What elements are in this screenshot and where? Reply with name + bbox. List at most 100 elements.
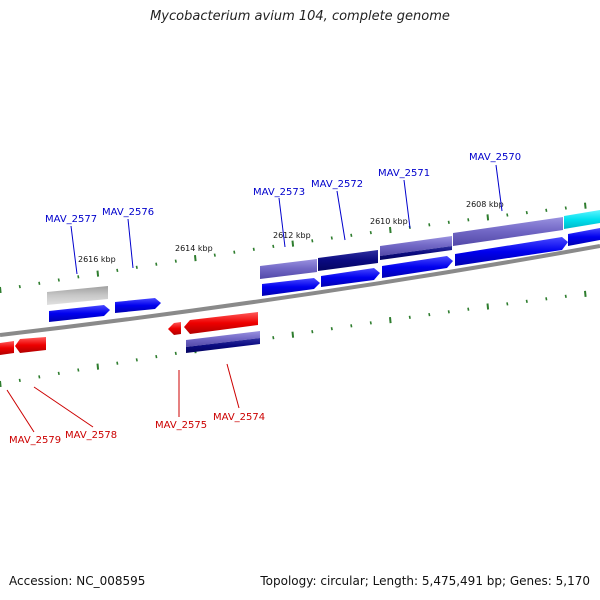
minor-tick bbox=[233, 250, 236, 254]
leader-line bbox=[127, 218, 134, 269]
gene-arrow-forward[interactable] bbox=[382, 256, 453, 278]
major-tick bbox=[486, 214, 490, 221]
minor-tick bbox=[135, 265, 138, 269]
minor-tick bbox=[564, 206, 567, 210]
minor-tick bbox=[38, 375, 41, 379]
gene-label-mav-2570[interactable]: MAV_2570 bbox=[469, 152, 521, 163]
gene-label-mav-2578[interactable]: MAV_2578 bbox=[65, 430, 117, 441]
genome-backbone bbox=[0, 244, 600, 337]
major-tick bbox=[96, 270, 100, 277]
minor-tick bbox=[467, 307, 470, 311]
gene-labels: MAV_2570 MAV_2571 MAV_2572 MAV_2573 MAV_… bbox=[9, 152, 521, 446]
leader-line bbox=[278, 197, 286, 248]
major-tick bbox=[486, 303, 490, 310]
minor-tick bbox=[428, 312, 431, 317]
gene-arrow-forward[interactable] bbox=[49, 305, 110, 322]
minor-tick bbox=[467, 218, 470, 222]
minor-tick bbox=[311, 330, 314, 334]
minor-tick bbox=[272, 244, 275, 249]
leader-line bbox=[70, 225, 78, 275]
reverse-feature-lane bbox=[186, 331, 260, 353]
feature-block-purple[interactable] bbox=[380, 236, 452, 256]
gene-arrow-forward[interactable] bbox=[115, 298, 161, 313]
leader-line bbox=[33, 386, 94, 428]
minor-tick bbox=[174, 259, 177, 263]
minor-tick bbox=[77, 368, 80, 372]
minor-tick bbox=[272, 336, 275, 340]
minor-tick bbox=[350, 324, 353, 328]
gene-label-mav-2579[interactable]: MAV_2579 bbox=[9, 435, 61, 446]
gene-arrow-forward[interactable] bbox=[321, 268, 380, 287]
minor-tick bbox=[57, 371, 60, 376]
gene-arrow-reverse[interactable] bbox=[0, 341, 14, 355]
gene-arrow-reverse[interactable] bbox=[15, 337, 46, 353]
inner-tick-track bbox=[0, 290, 587, 388]
gene-label-mav-2577[interactable]: MAV_2577 bbox=[45, 214, 97, 225]
major-tick bbox=[291, 331, 295, 338]
feature-block-navy[interactable] bbox=[380, 246, 452, 260]
topology-text: Topology: circular; Length: 5,475,491 bp… bbox=[260, 574, 590, 588]
feature-block-navy[interactable] bbox=[318, 250, 378, 271]
minor-tick bbox=[116, 268, 119, 273]
minor-tick bbox=[350, 233, 353, 237]
page-title: Mycobacterium avium 104, complete genome bbox=[150, 9, 450, 24]
feature-block-cyan[interactable] bbox=[564, 210, 600, 229]
gene-label-mav-2576[interactable]: MAV_2576 bbox=[102, 207, 154, 218]
scale-label-2612: 2612 kbp bbox=[273, 231, 311, 240]
gene-label-mav-2575[interactable]: MAV_2575 bbox=[155, 420, 207, 431]
scale-labels: 2608 kbp 2610 kbp 2612 kbp 2614 kbp 2616… bbox=[78, 200, 504, 264]
minor-tick bbox=[447, 220, 450, 224]
minor-tick bbox=[311, 239, 314, 243]
minor-tick bbox=[408, 315, 411, 319]
major-tick bbox=[584, 290, 587, 297]
minor-tick bbox=[369, 230, 372, 235]
minor-tick bbox=[174, 351, 177, 356]
leader-line bbox=[336, 190, 346, 241]
major-tick bbox=[96, 363, 100, 370]
major-tick bbox=[584, 202, 587, 209]
minor-tick bbox=[525, 299, 528, 303]
feature-block-navy[interactable] bbox=[186, 338, 260, 353]
minor-tick bbox=[525, 210, 528, 215]
minor-tick bbox=[447, 310, 450, 314]
feature-block-gray[interactable] bbox=[47, 286, 108, 305]
label-leaders bbox=[6, 164, 503, 433]
minor-tick bbox=[330, 236, 333, 240]
gene-arrow-reverse[interactable] bbox=[168, 322, 181, 335]
major-tick bbox=[389, 317, 392, 324]
minor-tick bbox=[252, 247, 255, 251]
leader-line bbox=[495, 164, 503, 212]
minor-tick bbox=[506, 213, 509, 217]
gene-label-mav-2574[interactable]: MAV_2574 bbox=[213, 412, 265, 423]
leader-line bbox=[6, 389, 35, 433]
leader-line bbox=[226, 363, 240, 409]
minor-tick bbox=[135, 358, 138, 362]
gene-arrow-reverse[interactable] bbox=[184, 312, 258, 334]
major-tick bbox=[0, 286, 2, 294]
outer-tick-track bbox=[0, 202, 587, 294]
minor-tick bbox=[564, 294, 567, 298]
scale-label-2610: 2610 kbp bbox=[370, 217, 408, 226]
reverse-gene-lane bbox=[0, 312, 258, 355]
feature-block-purple[interactable] bbox=[453, 217, 563, 246]
forward-gene-lane bbox=[49, 228, 600, 322]
minor-tick bbox=[18, 378, 21, 383]
minor-tick bbox=[428, 223, 431, 227]
gene-arrow-forward[interactable] bbox=[568, 228, 600, 246]
gene-label-mav-2573[interactable]: MAV_2573 bbox=[253, 187, 305, 198]
scale-label-2608: 2608 kbp bbox=[466, 200, 504, 209]
leader-line bbox=[403, 179, 411, 229]
feature-block-purple[interactable] bbox=[260, 259, 317, 279]
gene-label-mav-2571[interactable]: MAV_2571 bbox=[378, 168, 430, 179]
accession-text: Accession: NC_008595 bbox=[9, 574, 146, 588]
scale-label-2616: 2616 kbp bbox=[78, 255, 116, 264]
minor-tick bbox=[545, 297, 548, 301]
feature-block-purple[interactable] bbox=[186, 331, 260, 347]
minor-tick bbox=[213, 253, 216, 257]
minor-tick bbox=[116, 361, 119, 365]
gene-arrow-forward[interactable] bbox=[262, 278, 320, 296]
gene-arrow-forward[interactable] bbox=[455, 237, 568, 266]
gene-label-mav-2572[interactable]: MAV_2572 bbox=[311, 179, 363, 190]
